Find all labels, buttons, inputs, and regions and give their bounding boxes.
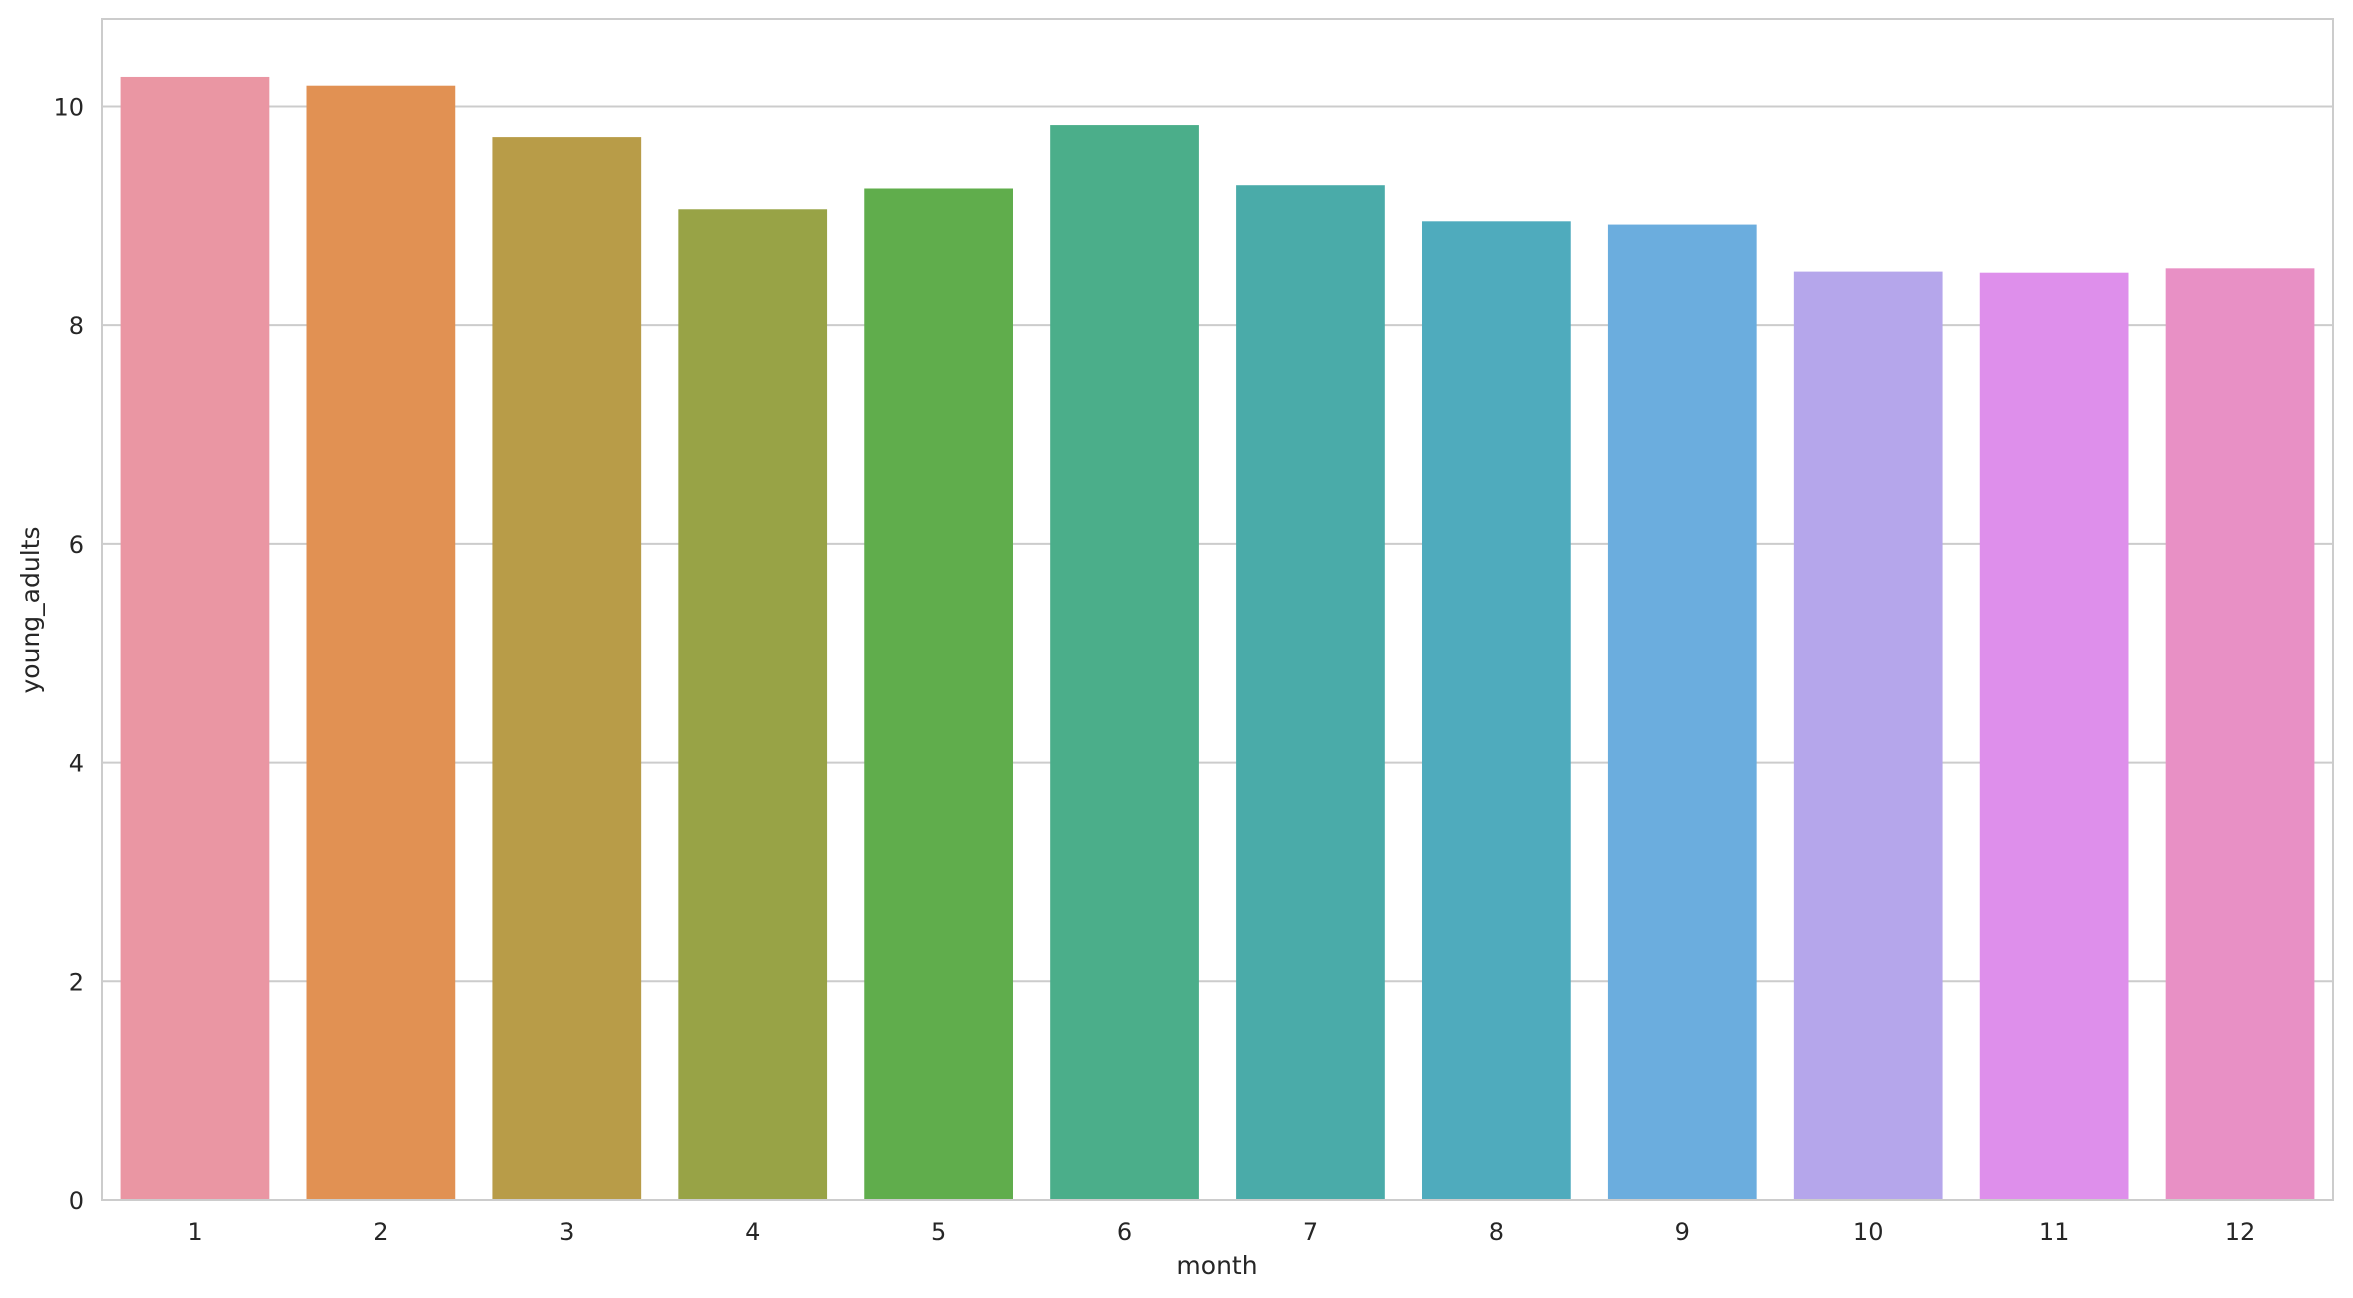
y-tick-label: 2 [69, 968, 84, 996]
x-axis-ticks: 1 2 3 4 5 6 7 8 9 10 11 12 [187, 1218, 2255, 1246]
plot-frame [101, 18, 2334, 1201]
y-tick-label: 4 [69, 750, 84, 778]
y-tick-label: 10 [53, 93, 84, 121]
y-axis-ticks: 0 2 4 6 8 10 [53, 93, 84, 1215]
y-tick-label: 8 [69, 312, 84, 340]
bar-month-1 [120, 76, 270, 1200]
x-tick-label: 4 [745, 1218, 760, 1246]
bars [120, 76, 2315, 1201]
bar-month-9 [1607, 224, 1757, 1200]
x-tick-label: 7 [1303, 1218, 1318, 1246]
bar-month-11 [1979, 272, 2129, 1200]
bar-month-6 [1050, 125, 1199, 1201]
x-tick-label: 2 [373, 1218, 388, 1246]
x-tick-label: 10 [1853, 1218, 1884, 1246]
bar-month-12 [2165, 268, 2315, 1200]
bar-month-10 [1793, 271, 1943, 1200]
x-tick-label: 12 [2225, 1218, 2256, 1246]
bar-month-7 [1236, 185, 1385, 1200]
bar-month-5 [864, 188, 1013, 1201]
y-tick-label: 6 [69, 531, 84, 559]
x-tick-label: 9 [1675, 1218, 1690, 1246]
plot-background [102, 19, 2333, 1200]
x-tick-label: 3 [559, 1218, 574, 1246]
x-axis-label: month [1176, 1251, 1257, 1280]
bar-month-8 [1422, 221, 1571, 1201]
x-tick-label: 11 [2039, 1218, 2070, 1246]
y-axis-label: young_adults [16, 527, 45, 694]
bar-month-4 [678, 209, 828, 1200]
bar-month-2 [306, 85, 456, 1201]
x-tick-label: 1 [187, 1218, 202, 1246]
x-tick-label: 5 [931, 1218, 946, 1246]
x-tick-label: 8 [1489, 1218, 1504, 1246]
y-tick-label: 0 [69, 1187, 84, 1215]
x-tick-label: 6 [1117, 1218, 1132, 1246]
bar-month-3 [492, 137, 642, 1201]
